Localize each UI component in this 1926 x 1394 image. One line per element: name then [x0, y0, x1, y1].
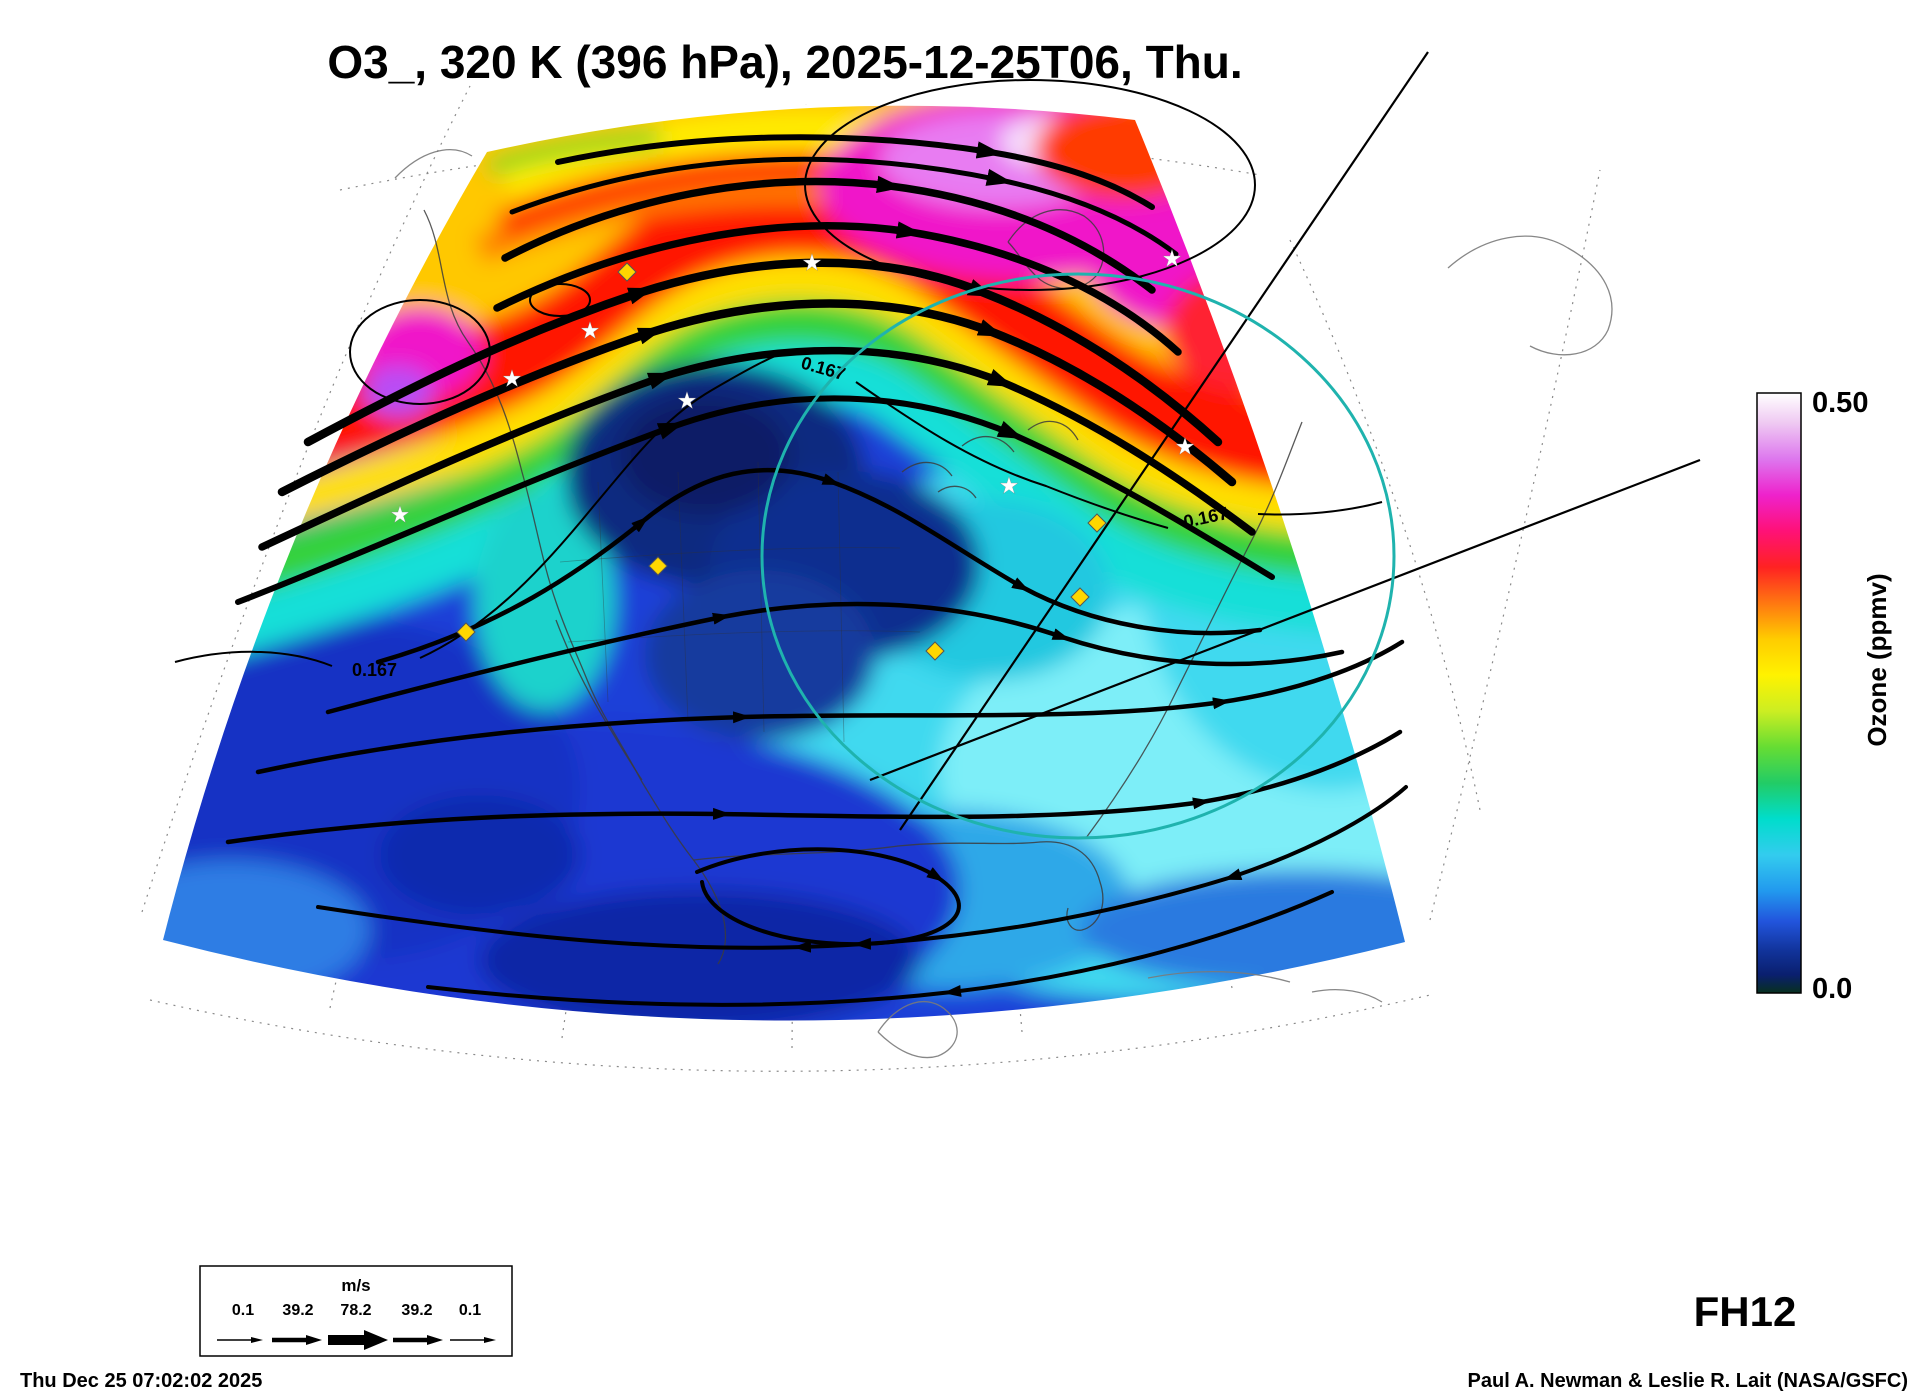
- star-icon: ★: [580, 318, 600, 343]
- station-marker: [1070, 587, 1090, 607]
- wind-legend-arrows: [217, 1330, 496, 1350]
- footer-credit: Paul A. Newman & Leslie R. Lait (NASA/GS…: [1468, 1370, 1908, 1392]
- wind-legend-value: 0.1: [459, 1302, 481, 1319]
- wind-legend-value: 39.2: [282, 1302, 313, 1319]
- wind-legend-value: 39.2: [401, 1302, 432, 1319]
- station-markers: [456, 262, 1107, 661]
- wind-speed-legend: m/s 0.1 39.2 78.2 39.2 0.1: [199, 1265, 513, 1357]
- page-title: O3_, 320 K (396 hPa), 2025-12-25T06, Thu…: [327, 36, 1242, 88]
- colorbar-gradient: [1756, 392, 1802, 994]
- cross-section-line-steep: [899, 51, 1429, 831]
- contour-label-left: 0.167: [352, 660, 397, 680]
- star-icon: ★: [802, 250, 822, 275]
- station-marker: [1087, 513, 1107, 533]
- star-markers: ★ ★ ★ ★ ★ ★ ★ ★: [390, 246, 1195, 528]
- wind-legend-value: 78.2: [340, 1302, 371, 1319]
- wind-legend-unit: m/s: [341, 1276, 370, 1295]
- star-icon: ★: [390, 502, 410, 527]
- colorbar-max-label: 0.50: [1812, 387, 1868, 419]
- cross-section-line-shallow: [869, 458, 1701, 782]
- star-icon: ★: [502, 366, 522, 391]
- star-icon: ★: [1175, 434, 1195, 459]
- footer-timestamp: Thu Dec 25 07:02:02 2025: [20, 1370, 262, 1392]
- star-icon: ★: [1162, 246, 1182, 271]
- wind-legend-value: 0.1: [232, 1302, 254, 1319]
- wind-streamlines: [225, 134, 1408, 1007]
- colorbar: 0.50 0.0 Ozone (ppmv): [1756, 387, 1892, 1005]
- star-icon: ★: [677, 388, 697, 413]
- range-ring: [760, 272, 1396, 840]
- station-marker: [925, 641, 945, 661]
- station-marker: [456, 622, 476, 642]
- colorbar-min-label: 0.0: [1812, 973, 1852, 1005]
- star-icon: ★: [999, 473, 1019, 498]
- station-marker: [617, 262, 637, 282]
- colorbar-title: Ozone (ppmv): [1862, 573, 1892, 746]
- forecast-hour-label: FH12: [1694, 1288, 1797, 1335]
- station-marker: [648, 556, 668, 576]
- cross-section-lines: [869, 51, 1701, 831]
